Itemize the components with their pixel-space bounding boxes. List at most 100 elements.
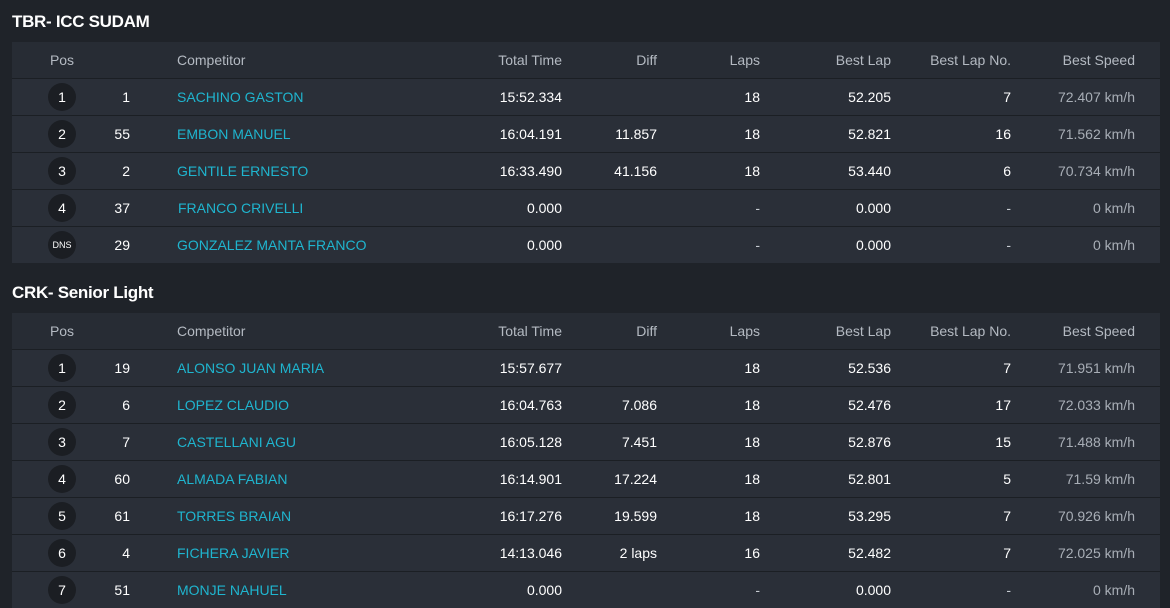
- header-total-time[interactable]: Total Time: [498, 52, 562, 68]
- header-competitor[interactable]: Competitor: [177, 52, 246, 68]
- header-diff[interactable]: Diff: [636, 52, 657, 68]
- header-best-lap-no[interactable]: Best Lap No.: [930, 323, 1011, 339]
- best-lap-no: -: [1006, 582, 1011, 598]
- kart-number: 51: [114, 582, 130, 598]
- best-speed: 71.59 km/h: [1065, 471, 1135, 487]
- kart-number: 2: [122, 163, 130, 179]
- best-speed: 0 km/h: [1092, 582, 1135, 598]
- diff: 19.599: [614, 508, 657, 524]
- total-time: 16:04.763: [499, 397, 562, 413]
- table-row[interactable]: 7 51 MONJE NAHUEL 0.000 - 0.000 - 0 km/h: [12, 571, 1160, 608]
- laps: 18: [744, 471, 760, 487]
- kart-number: 4: [122, 545, 130, 561]
- table-row[interactable]: 4 37 FRANCO CRIVELLI 0.000 - 0.000 - 0 k…: [12, 189, 1160, 226]
- best-lap: 53.295: [848, 508, 891, 524]
- kart-number: 61: [114, 508, 130, 524]
- position-badge: DNS: [48, 231, 76, 259]
- total-time: 16:05.128: [499, 434, 562, 450]
- competitor-link[interactable]: EMBON MANUEL: [177, 126, 291, 142]
- header-diff[interactable]: Diff: [636, 323, 657, 339]
- total-time: 16:14.901: [499, 471, 562, 487]
- best-speed: 72.025 km/h: [1057, 545, 1135, 561]
- total-time: 16:17.276: [499, 508, 562, 524]
- header-competitor[interactable]: Competitor: [177, 323, 246, 339]
- best-lap-no: -: [1006, 237, 1011, 253]
- best-speed: 71.488 km/h: [1057, 434, 1135, 450]
- section-title: TBR- ICC SUDAM: [12, 12, 150, 31]
- best-lap-no: 7: [1003, 508, 1011, 524]
- table-row[interactable]: 2 6 LOPEZ CLAUDIO 16:04.763 7.086 18 52.…: [12, 386, 1160, 423]
- best-lap: 52.476: [848, 397, 891, 413]
- total-time: 16:04.191: [499, 126, 562, 142]
- laps: 18: [744, 360, 760, 376]
- best-lap: 52.536: [848, 360, 891, 376]
- table-row[interactable]: 3 7 CASTELLANI AGU 16:05.128 7.451 18 52…: [12, 423, 1160, 460]
- kart-number: 7: [122, 434, 130, 450]
- best-speed: 70.926 km/h: [1057, 508, 1135, 524]
- total-time: 14:13.046: [499, 545, 562, 561]
- competitor-link[interactable]: ALONSO JUAN MARIA: [177, 360, 325, 376]
- total-time: 15:52.334: [499, 89, 562, 105]
- diff: 11.857: [615, 126, 657, 142]
- diff: [557, 572, 657, 608]
- header-best-lap-no[interactable]: Best Lap No.: [930, 52, 1011, 68]
- competitor-link[interactable]: CASTELLANI AGU: [177, 434, 297, 450]
- header-total-time[interactable]: Total Time: [498, 323, 562, 339]
- header-best-lap[interactable]: Best Lap: [835, 52, 891, 68]
- competitor-link[interactable]: FRANCO CRIVELLI: [178, 200, 304, 216]
- laps: 18: [744, 126, 760, 142]
- competitor-link[interactable]: SACHINO GASTON: [177, 89, 304, 105]
- laps: -: [755, 200, 760, 216]
- header-best-lap[interactable]: Best Lap: [835, 323, 891, 339]
- laps: 18: [744, 163, 760, 179]
- laps: 18: [744, 434, 760, 450]
- competitor-link[interactable]: ALMADA FABIAN: [177, 471, 288, 487]
- table-row[interactable]: 1 1 SACHINO GASTON 15:52.334 18 52.205 7…: [12, 78, 1160, 115]
- competitor-link[interactable]: GENTILE ERNESTO: [177, 163, 309, 179]
- diff: [557, 190, 657, 226]
- best-lap: 52.876: [848, 434, 891, 450]
- total-time: 0.000: [526, 582, 562, 598]
- best-lap: 52.205: [848, 89, 891, 105]
- competitor-link[interactable]: MONJE NAHUEL: [177, 582, 287, 598]
- best-lap-no: 16: [995, 126, 1011, 142]
- table-row[interactable]: DNS 29 GONZALEZ MANTA FRANCO 0.000 - 0.0…: [12, 226, 1160, 263]
- header-laps[interactable]: Laps: [729, 52, 760, 68]
- header-best-speed[interactable]: Best Speed: [1062, 52, 1135, 68]
- diff: 7.451: [621, 434, 657, 450]
- header-best-speed[interactable]: Best Speed: [1062, 323, 1135, 339]
- position-badge: 7: [48, 576, 76, 604]
- table-row[interactable]: 1 19 ALONSO JUAN MARIA 15:57.677 18 52.5…: [12, 349, 1160, 386]
- table-row[interactable]: 5 61 TORRES BRAIAN 16:17.276 19.599 18 5…: [12, 497, 1160, 534]
- kart-number: 55: [114, 126, 130, 142]
- table-row[interactable]: 6 4 FICHERA JAVIER 14:13.046 2 laps 16 5…: [12, 534, 1160, 571]
- header-pos[interactable]: Pos: [49, 52, 75, 68]
- best-lap: 52.482: [848, 545, 891, 561]
- table-header: Pos Competitor Total Time Diff Laps Best…: [12, 313, 1160, 349]
- best-lap: 53.440: [848, 163, 891, 179]
- results-table: Pos Competitor Total Time Diff Laps Best…: [12, 42, 1160, 263]
- diff: [557, 79, 657, 115]
- diff: 7.086: [621, 397, 657, 413]
- competitor-link[interactable]: LOPEZ CLAUDIO: [177, 397, 290, 413]
- position-badge: 1: [48, 354, 76, 382]
- diff: 17.224: [614, 471, 657, 487]
- table-row[interactable]: 3 2 GENTILE ERNESTO 16:33.490 41.156 18 …: [12, 152, 1160, 189]
- results-section: TBR- ICC SUDAM Pos Competitor Total Time…: [0, 0, 1170, 263]
- results-section: CRK- Senior Light Pos Competitor Total T…: [0, 270, 1170, 608]
- best-lap-no: 7: [1003, 360, 1011, 376]
- competitor-link[interactable]: GONZALEZ MANTA FRANCO: [177, 237, 367, 253]
- best-lap: 0.000: [855, 582, 891, 598]
- header-pos[interactable]: Pos: [49, 323, 75, 339]
- best-speed: 72.407 km/h: [1057, 89, 1135, 105]
- best-lap: 0.000: [855, 200, 891, 216]
- table-row[interactable]: 2 55 EMBON MANUEL 16:04.191 11.857 18 52…: [12, 115, 1160, 152]
- laps: 18: [744, 508, 760, 524]
- competitor-link[interactable]: FICHERA JAVIER: [177, 545, 290, 561]
- best-lap-no: 15: [995, 434, 1011, 450]
- competitor-link[interactable]: TORRES BRAIAN: [177, 508, 292, 524]
- table-row[interactable]: 4 60 ALMADA FABIAN 16:14.901 17.224 18 5…: [12, 460, 1160, 497]
- position-badge: 1: [48, 83, 76, 111]
- best-speed: 72.033 km/h: [1057, 397, 1135, 413]
- header-laps[interactable]: Laps: [729, 323, 760, 339]
